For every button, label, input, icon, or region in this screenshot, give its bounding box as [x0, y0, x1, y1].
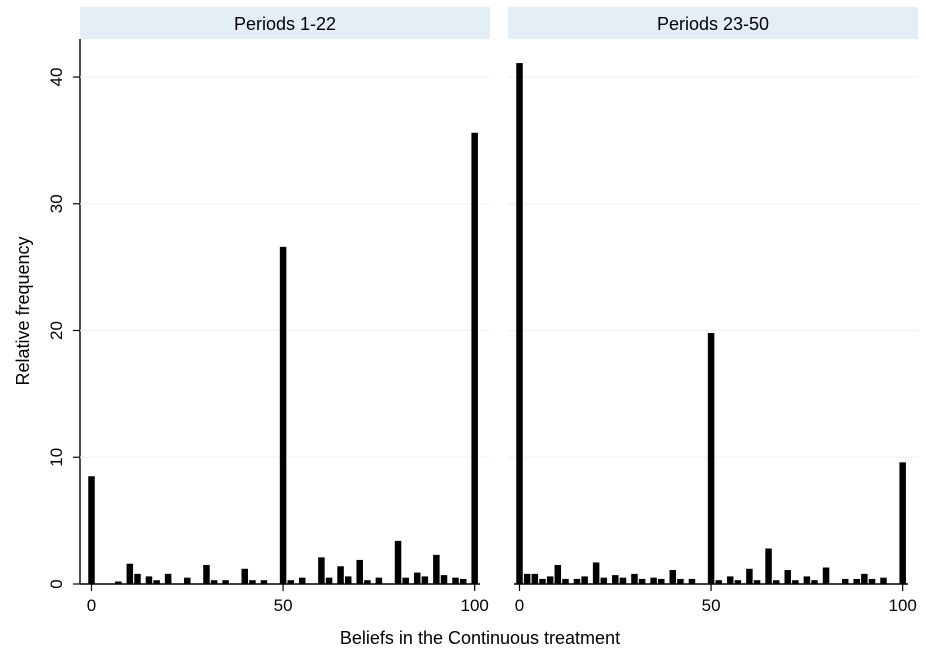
bar	[792, 580, 799, 584]
bar	[222, 580, 229, 584]
bar	[592, 562, 600, 584]
bar	[638, 578, 646, 584]
bar	[715, 580, 722, 584]
bar	[539, 578, 546, 584]
bar	[734, 580, 742, 584]
bar	[153, 580, 160, 584]
bar	[115, 581, 122, 584]
bar	[753, 580, 761, 584]
panel-title-strip	[80, 7, 490, 39]
bar	[619, 577, 627, 584]
x-tick-label: 100	[460, 596, 488, 615]
bar	[784, 570, 791, 584]
bar	[164, 573, 172, 584]
bar	[298, 577, 306, 584]
bar	[452, 577, 459, 584]
bar	[746, 568, 753, 584]
x-tick-label: 0	[515, 596, 524, 615]
bar	[459, 578, 467, 584]
bar	[669, 570, 677, 584]
x-tick-label: 100	[888, 596, 916, 615]
bar	[413, 572, 421, 584]
bar	[803, 576, 811, 584]
x-tick-label: 50	[702, 596, 721, 615]
bar	[287, 580, 294, 584]
bar	[658, 578, 665, 584]
bar	[440, 575, 448, 584]
x-tick-label: 0	[87, 596, 96, 615]
bar	[433, 554, 440, 584]
bar	[318, 557, 325, 584]
bar	[356, 559, 363, 584]
bar	[880, 577, 887, 584]
bar	[279, 246, 287, 585]
bar	[375, 577, 383, 584]
bar	[772, 580, 780, 584]
bar	[184, 577, 191, 584]
bar	[554, 564, 562, 584]
y-axis-title: Relative frequency	[13, 236, 33, 385]
bar	[337, 566, 344, 584]
bar	[523, 573, 531, 584]
bar	[203, 564, 210, 584]
bar	[811, 580, 818, 584]
bar	[394, 540, 402, 584]
bar	[631, 573, 638, 584]
panel-title: Periods 1-22	[234, 14, 336, 34]
bar	[471, 132, 478, 585]
bar	[516, 63, 523, 584]
bar	[546, 576, 554, 584]
bar	[861, 573, 868, 584]
bar	[249, 580, 256, 584]
panel-title-strip	[508, 7, 918, 39]
bar	[853, 578, 860, 584]
bar	[822, 567, 830, 584]
bar	[88, 476, 95, 584]
bar	[868, 578, 876, 584]
bar	[145, 576, 153, 584]
bar	[126, 563, 134, 584]
bar	[765, 548, 772, 584]
bar	[581, 576, 588, 584]
bar	[841, 578, 849, 584]
bar	[344, 576, 352, 584]
bar	[260, 580, 268, 584]
y-tick-label: 0	[47, 579, 66, 588]
x-tick-label: 50	[274, 596, 293, 615]
y-tick-label: 30	[47, 194, 66, 213]
bar	[421, 576, 429, 584]
x-axis-title: Beliefs in the Continuous treatment	[340, 628, 620, 648]
bar	[364, 580, 371, 584]
bar	[650, 577, 657, 584]
bar	[899, 462, 906, 584]
bar	[562, 578, 569, 584]
panel-title: Periods 23-50	[657, 14, 769, 34]
bar	[600, 577, 608, 584]
bar	[612, 575, 619, 584]
bar	[210, 580, 218, 584]
bar	[241, 568, 249, 584]
bar	[134, 573, 141, 584]
bar	[677, 578, 684, 584]
y-tick-label: 40	[47, 68, 66, 87]
bar	[573, 578, 581, 584]
y-tick-label: 20	[47, 321, 66, 340]
bar	[707, 333, 715, 584]
bar	[325, 577, 333, 584]
bar	[402, 577, 409, 584]
y-tick-label: 10	[47, 448, 66, 467]
bar	[531, 573, 539, 584]
bar	[726, 576, 734, 584]
bar	[688, 578, 696, 584]
